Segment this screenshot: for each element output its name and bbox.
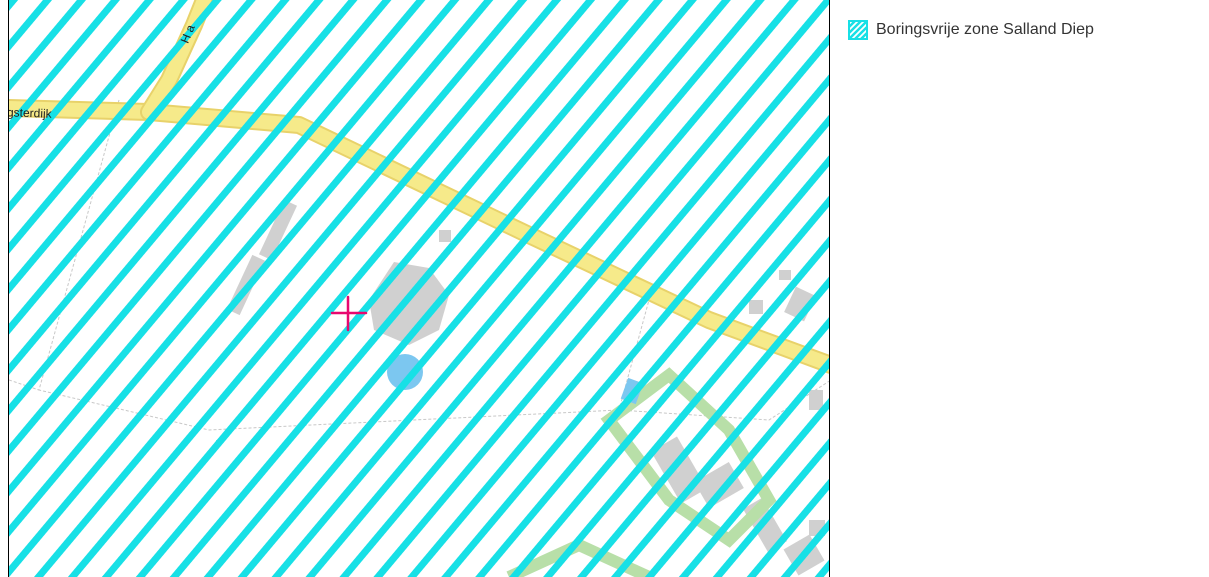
road-label-side: H a — [178, 22, 198, 45]
road-label-main: gsterdijk — [9, 105, 53, 121]
crosshair-marker-icon — [330, 295, 368, 332]
boringsvrije-zone-overlay — [9, 0, 829, 577]
map-canvas[interactable]: gsterdijk H a — [9, 0, 830, 577]
legend-item-label: Boringsvrije zone Salland Diep — [876, 21, 1094, 38]
map-viewer[interactable]: gsterdijk H a — [8, 0, 830, 577]
map-legend: Boringsvrije zone Salland Diep — [848, 20, 1094, 40]
hatch-swatch-icon — [848, 20, 868, 40]
